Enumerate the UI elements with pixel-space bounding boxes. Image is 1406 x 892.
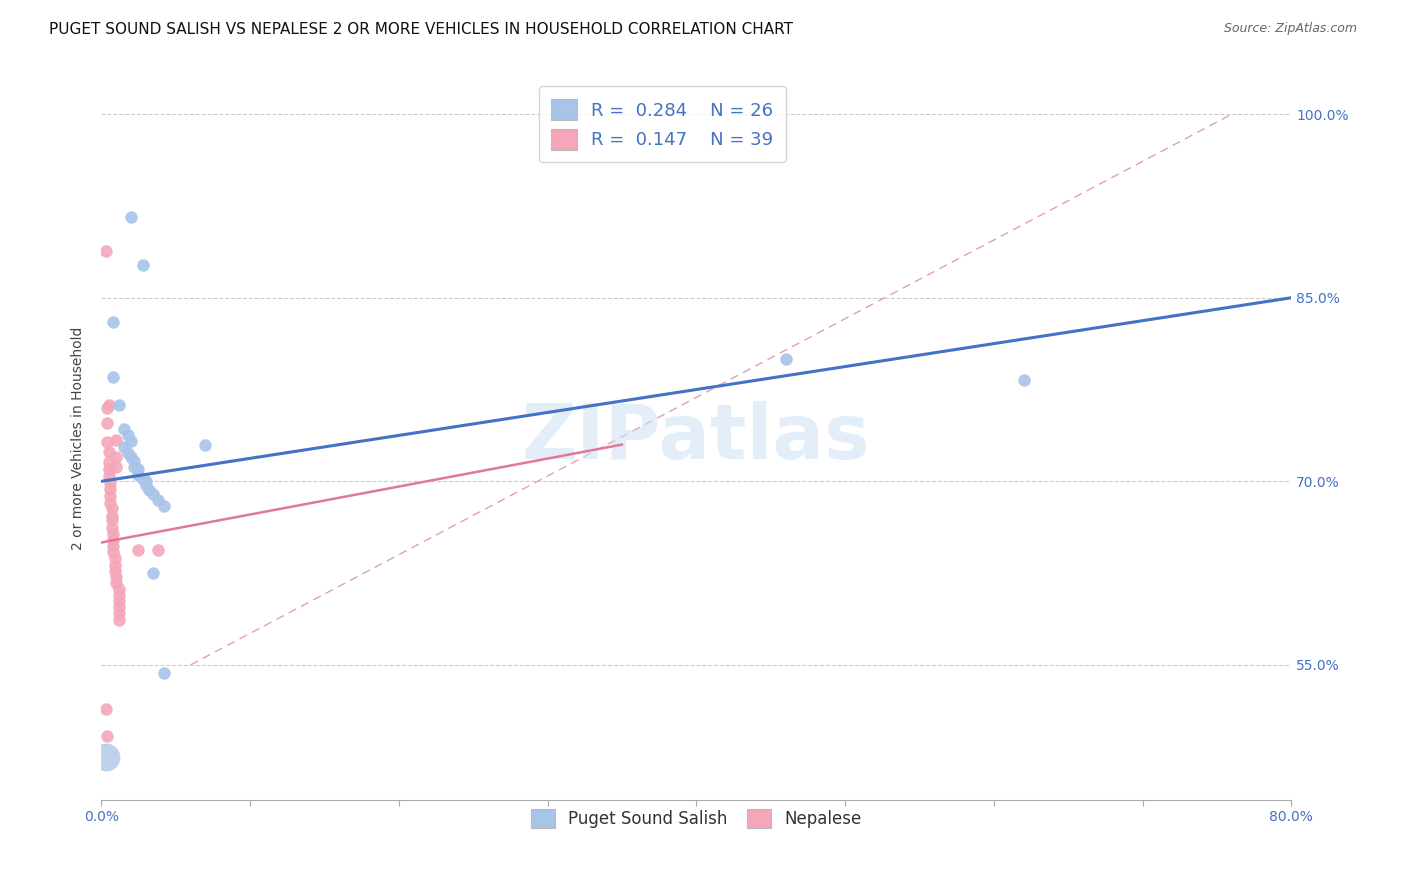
- Y-axis label: 2 or more Vehicles in Household: 2 or more Vehicles in Household: [72, 326, 86, 550]
- Legend: Puget Sound Salish, Nepalese: Puget Sound Salish, Nepalese: [524, 802, 868, 835]
- Text: PUGET SOUND SALISH VS NEPALESE 2 OR MORE VEHICLES IN HOUSEHOLD CORRELATION CHART: PUGET SOUND SALISH VS NEPALESE 2 OR MORE…: [49, 22, 793, 37]
- Text: Source: ZipAtlas.com: Source: ZipAtlas.com: [1223, 22, 1357, 36]
- Text: ZIPatlas: ZIPatlas: [522, 401, 870, 475]
